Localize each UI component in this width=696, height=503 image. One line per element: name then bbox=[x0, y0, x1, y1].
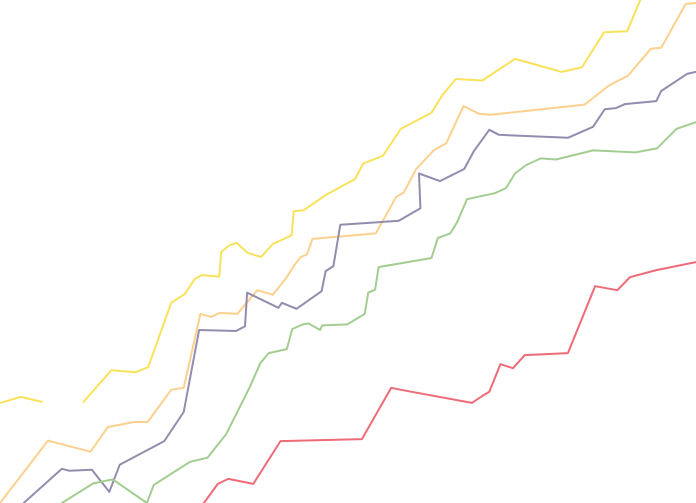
series-1-line-segment-1 bbox=[0, 395, 43, 404]
series-5-line bbox=[202, 261, 696, 503]
series-3-line bbox=[22, 70, 696, 503]
series-4-line bbox=[60, 121, 696, 503]
series-1-line-segment-2 bbox=[82, 0, 642, 403]
